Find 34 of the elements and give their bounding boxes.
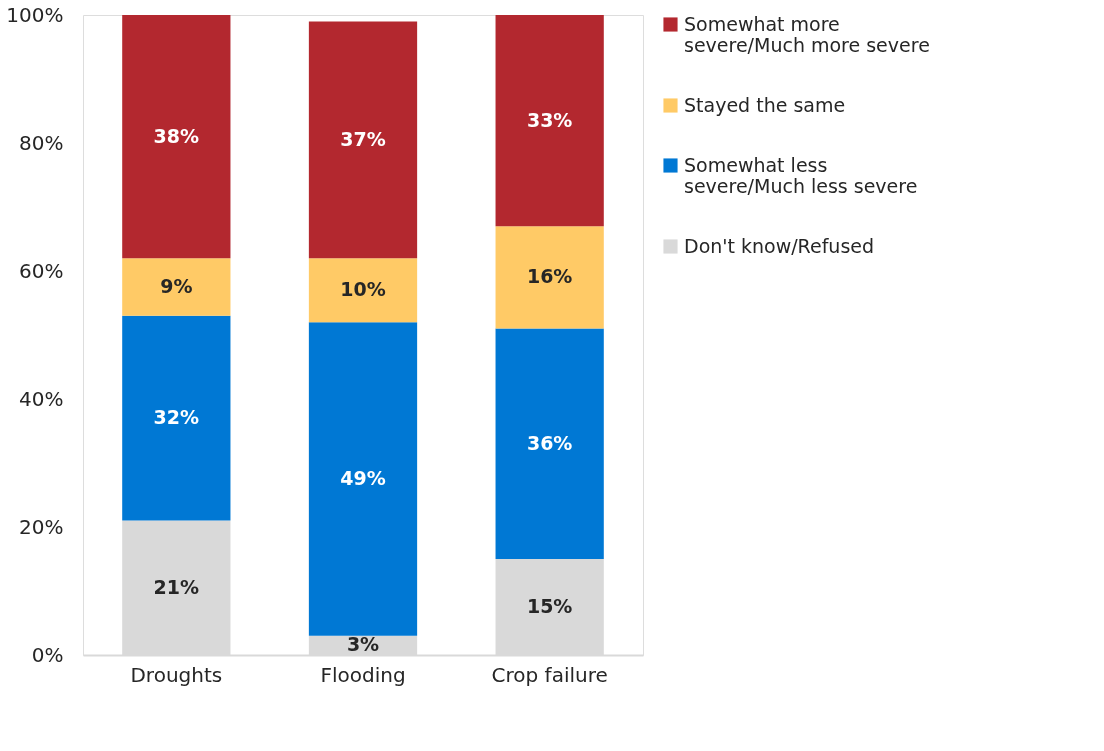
y-tick-label: 80% [19,130,64,155]
y-tick-label: 20% [19,514,64,539]
data-label: 33% [526,108,573,131]
data-label: 16% [526,265,573,288]
legend-label: Somewhat more severe/Much more severe [684,12,930,56]
data-label: 38% [153,124,200,147]
legend-label: Stayed the same [684,93,846,116]
x-tick-label: Crop failure [491,662,608,687]
data-label: 32% [153,406,200,429]
bar [495,15,604,227]
data-label: 37% [340,127,386,150]
data-label: 49% [340,467,386,489]
y-tick-label: 100% [6,2,64,27]
y-tick-label: 60% [19,258,64,283]
bar [122,258,231,316]
bar [308,258,418,323]
data-label: 15% [526,595,573,617]
legend-label: Don't know/Refused [684,234,875,257]
bar [122,315,231,521]
y-tick-label: 0% [31,642,64,667]
data-label: 3% [346,633,380,656]
bar [308,322,418,636]
x-tick-label: Flooding [320,662,406,687]
legend-label: Somewhat less severe/Much less severe [684,153,918,197]
data-label: 10% [340,278,386,301]
y-tick-label: 40% [19,386,64,411]
bar [495,328,604,559]
data-label: 36% [526,431,573,454]
bar [122,15,231,259]
data-label: 9% [160,275,193,297]
bar [308,21,418,259]
bar [495,226,604,329]
x-tick-label: Droughts [130,662,223,687]
data-label: 21% [153,575,200,598]
